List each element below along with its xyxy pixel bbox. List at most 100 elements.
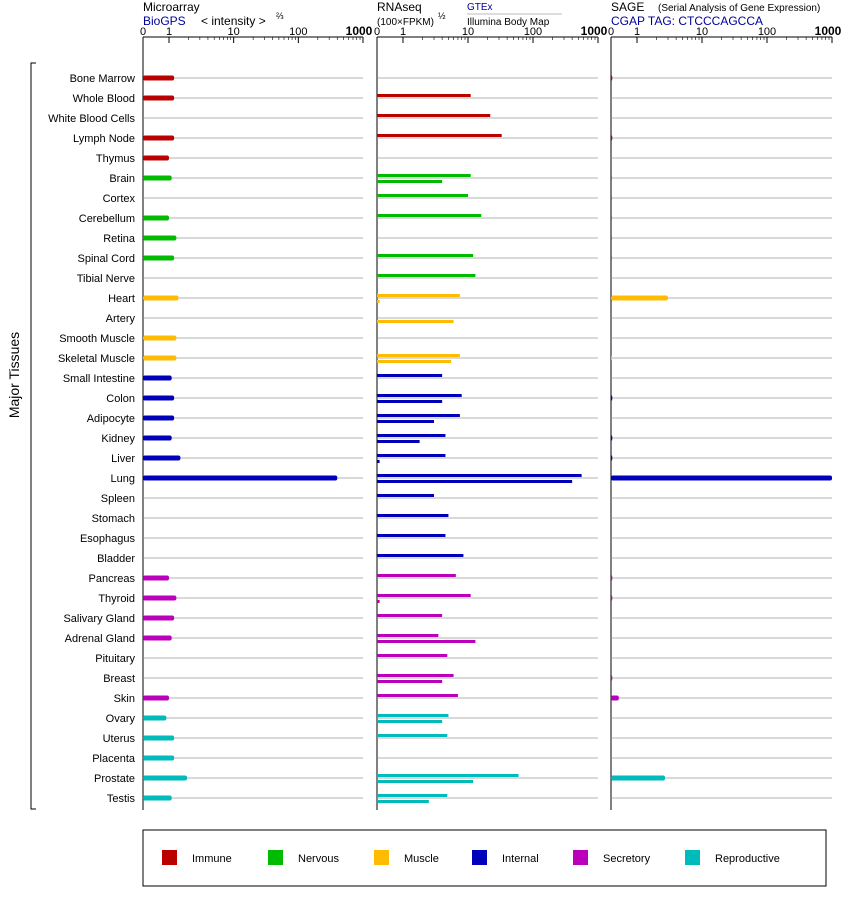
expression-bar: [143, 295, 179, 301]
expression-bar: [377, 794, 448, 797]
tissue-label: White Blood Cells: [48, 113, 135, 125]
expression-bar: [143, 215, 169, 221]
axis-tick-label: 10: [696, 26, 708, 38]
tissue-label: Pituitary: [95, 653, 135, 665]
legend-swatch: [374, 850, 389, 865]
rnaseq-legend-gtex: GTEx: [467, 2, 493, 13]
legend-label: Reproductive: [715, 853, 780, 865]
expression-bar: [377, 254, 474, 257]
expression-bar: [143, 635, 172, 641]
expression-bar: [377, 320, 454, 323]
tissue-label: Uterus: [103, 733, 136, 745]
panel-axes: 0 1 10 100 1000 0 1 10 100 1000 0 1 10 100 1000: [140, 24, 842, 810]
expression-bar: [143, 455, 181, 461]
expression-bar: [377, 294, 460, 297]
expression-bar: [377, 734, 448, 737]
panel-headers: Microarray BioGPS < intensity > ⅔ RNAseq…: [143, 0, 820, 28]
tissue-label: Liver: [111, 453, 135, 465]
axis-tick-label: 1: [166, 26, 172, 38]
expression-bar: [143, 575, 169, 581]
expression-bar: [143, 155, 169, 161]
tissue-label: Small Intestine: [63, 373, 135, 385]
axis-tick-label: 0: [374, 26, 380, 38]
expression-bar: [377, 414, 460, 417]
expression-bar: [377, 214, 482, 217]
tissue-label: Bladder: [97, 553, 135, 565]
expression-bar: [377, 674, 454, 677]
expression-bar: [377, 614, 443, 617]
axis-tick-label: 1000: [815, 24, 842, 38]
legend-label: Secretory: [603, 853, 651, 865]
expression-bar: [377, 780, 474, 783]
axis-tick-label: 1000: [581, 24, 608, 38]
expression-bar: [611, 595, 613, 601]
expression-bar: [611, 475, 832, 481]
expression-bar: [377, 694, 458, 697]
legend-swatch: [573, 850, 588, 865]
expression-bar: [377, 574, 456, 577]
axis-tick-label: 1: [634, 26, 640, 38]
legend: Immune Nervous Muscle Internal Secretory Repr…: [142, 829, 827, 887]
tissue-label: Heart: [108, 293, 135, 305]
expression-bar: [377, 394, 462, 397]
tissue-label: Lung: [111, 473, 135, 485]
expression-bar: [377, 94, 471, 97]
expression-bar: [377, 600, 380, 603]
expression-bar: [377, 114, 491, 117]
expression-bar: [611, 175, 612, 181]
axis-tick-label: 100: [289, 26, 307, 38]
legend-swatch: [685, 850, 700, 865]
tissue-label: Prostate: [94, 773, 135, 785]
major-tissues-bracket: Major Tissues: [6, 62, 36, 810]
rnaseq-subtitle: (100×FPKM): [377, 17, 434, 28]
tissue-label: Cortex: [103, 193, 136, 205]
expression-bar: [377, 180, 443, 183]
expression-bar: [143, 755, 175, 761]
expression-bar: [377, 174, 471, 177]
expression-bars: [143, 75, 832, 803]
expression-bar: [611, 75, 613, 81]
tissue-label: Skin: [114, 693, 135, 705]
legend-label: Internal: [502, 853, 539, 865]
expression-bar: [377, 534, 446, 537]
sage-title: SAGE: [611, 0, 644, 14]
expression-bar: [611, 255, 612, 261]
rnaseq-unit-exponent: ½: [438, 11, 446, 21]
tissue-label: Tibial Nerve: [77, 273, 135, 285]
tissue-label: Salivary Gland: [63, 613, 135, 625]
microarray-unit-exponent: ⅔: [276, 11, 284, 21]
tissue-label: Adipocyte: [87, 413, 135, 425]
tissue-label: Stomach: [92, 513, 135, 525]
expression-bar: [143, 775, 188, 781]
expression-bar: [143, 75, 175, 81]
tissue-label: Placenta: [92, 753, 136, 765]
microarray-title: Microarray: [143, 0, 200, 14]
sage-note: (Serial Analysis of Gene Expression): [658, 3, 820, 14]
expression-bar: [611, 295, 669, 301]
expression-bar: [611, 455, 613, 461]
expression-bar: [377, 494, 435, 497]
expression-bar: [611, 435, 613, 441]
expression-bar: [611, 355, 612, 361]
expression-bar: [377, 800, 429, 803]
expression-bar: [611, 135, 613, 141]
bracket-line: [30, 62, 36, 810]
tissue-label: Skeletal Muscle: [58, 353, 135, 365]
axis-tick-label: 100: [524, 26, 542, 38]
legend-label: Muscle: [404, 853, 439, 865]
expression-bar: [143, 735, 175, 741]
expression-bar: [377, 680, 443, 683]
expression-bar: [377, 640, 476, 643]
tissue-label: Bone Marrow: [70, 73, 135, 85]
expression-bar: [143, 795, 172, 801]
tissue-label: Artery: [106, 313, 136, 325]
expression-bar: [377, 514, 449, 517]
expression-bar: [611, 755, 612, 761]
tissue-label: Spleen: [101, 493, 135, 505]
axis-tick-label: 0: [608, 26, 614, 38]
expression-bar: [377, 420, 435, 423]
expression-bar: [143, 355, 177, 361]
expression-bar: [143, 595, 177, 601]
tissue-label: Spinal Cord: [78, 253, 135, 265]
